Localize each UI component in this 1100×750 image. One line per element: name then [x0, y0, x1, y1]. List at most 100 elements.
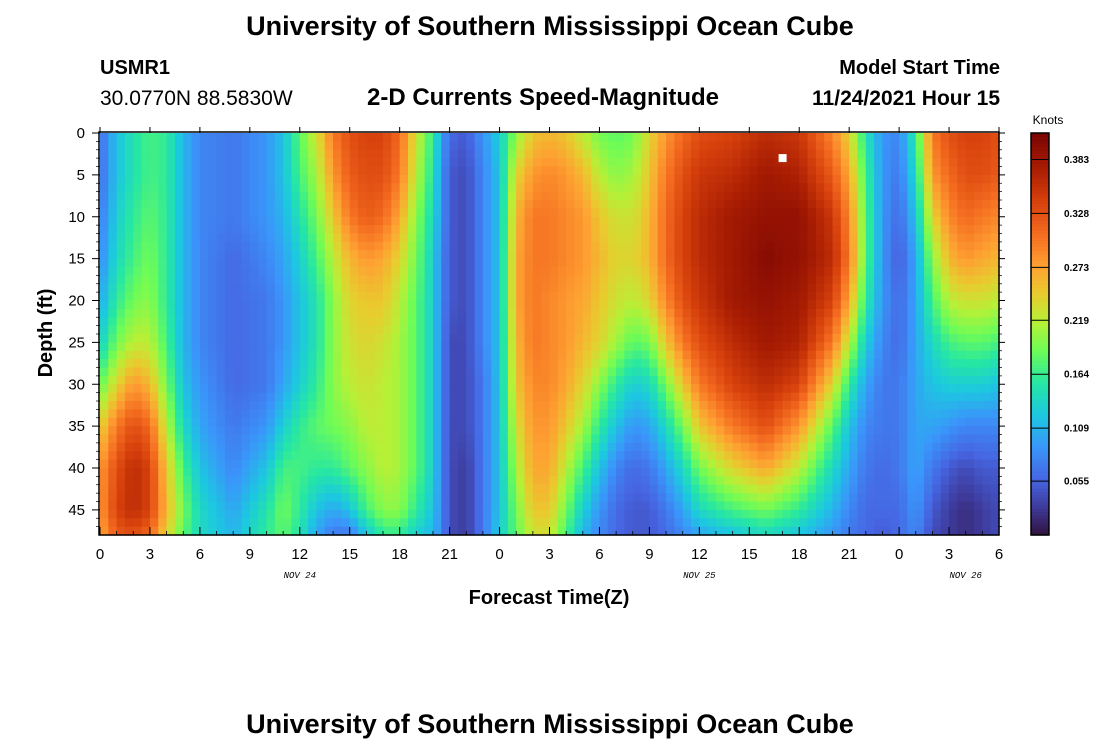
heatmap-cell [249, 325, 259, 335]
heatmap-cell [407, 292, 417, 302]
heatmap-cell [774, 191, 784, 201]
heatmap-cell [749, 325, 759, 335]
heatmap-cell [291, 401, 301, 410]
heatmap-cell [607, 225, 617, 235]
heatmap-cell [499, 392, 509, 402]
heatmap-cell [507, 292, 517, 302]
heatmap-cell [491, 275, 501, 285]
heatmap-cell [940, 518, 950, 528]
heatmap-cell [599, 191, 609, 201]
heatmap-cell [299, 434, 309, 444]
heatmap-cell [649, 526, 659, 536]
heatmap-cell [441, 300, 451, 310]
heatmap-cell [432, 225, 442, 235]
heatmap-cell [757, 350, 767, 360]
heatmap-cell [532, 183, 542, 193]
heatmap-cell [399, 149, 409, 159]
heatmap-cell [865, 451, 875, 461]
heatmap-cell [216, 476, 226, 486]
heatmap-cell [949, 359, 958, 369]
heatmap-cell [574, 350, 584, 360]
heatmap-cell [441, 468, 451, 477]
heatmap-cell [124, 183, 134, 193]
heatmap-cell [815, 359, 825, 369]
heatmap-cell [474, 216, 484, 226]
heatmap-cell [358, 484, 367, 494]
heatmap-cell [874, 133, 884, 142]
heatmap-cell [358, 233, 367, 243]
heatmap-cell [441, 308, 451, 318]
heatmap-cell [441, 283, 451, 293]
heatmap-cell [424, 509, 434, 519]
heatmap-cell [932, 250, 942, 260]
heatmap-cell [732, 518, 742, 528]
heatmap-cell [840, 308, 850, 318]
heatmap-cell [424, 241, 434, 251]
heatmap-cell [383, 409, 392, 419]
heatmap-cell [849, 258, 859, 268]
heatmap-cell [266, 493, 276, 503]
heatmap-cell [599, 375, 609, 385]
heatmap-cell [874, 384, 884, 394]
heatmap-cell [274, 300, 284, 310]
heatmap-cell [632, 141, 642, 151]
heatmap-cell [141, 158, 151, 168]
heatmap-cell [358, 426, 367, 436]
heatmap-cell [524, 141, 534, 151]
heatmap-cell [724, 208, 734, 218]
heatmap-cell [865, 300, 875, 310]
heatmap-cell [740, 300, 750, 310]
heatmap-cell [557, 241, 567, 251]
heatmap-cell [724, 375, 734, 385]
heatmap-cell [740, 451, 750, 461]
heatmap-cell [890, 426, 900, 436]
heatmap-cell [191, 292, 201, 302]
heatmap-cell [782, 484, 792, 494]
heatmap-cell [632, 384, 642, 394]
heatmap-cell [632, 216, 642, 226]
heatmap-cell [233, 484, 243, 494]
heatmap-cell [391, 401, 401, 410]
heatmap-cell [233, 308, 243, 318]
heatmap-cell [840, 216, 850, 226]
heatmap-cell [174, 283, 184, 293]
heatmap-cell [216, 359, 226, 369]
heatmap-cell [774, 476, 784, 486]
heatmap-cell [574, 417, 584, 427]
heatmap-cell [649, 484, 659, 494]
heatmap-cell [849, 509, 859, 519]
heatmap-cell [174, 158, 184, 168]
heatmap-cell [815, 526, 825, 536]
heatmap-cell [790, 451, 800, 461]
heatmap-cell [940, 250, 950, 260]
heatmap-cell [749, 258, 759, 268]
heatmap-cell [882, 501, 892, 511]
heatmap-cell [199, 342, 209, 352]
heatmap-cell [715, 484, 725, 494]
heatmap-cell [308, 183, 318, 193]
heatmap-cell [940, 149, 950, 159]
heatmap-cell [949, 526, 958, 536]
heatmap-cell [890, 275, 900, 285]
heatmap-cell [657, 300, 667, 310]
heatmap-cell [707, 300, 717, 310]
heatmap-cell [607, 158, 617, 168]
heatmap-cell [790, 250, 800, 260]
heatmap-cell [416, 401, 426, 410]
heatmap-cell [199, 325, 209, 335]
heatmap-cell [557, 191, 567, 201]
heatmap-cell [724, 292, 734, 302]
heatmap-cell [474, 141, 484, 151]
heatmap-cell [516, 493, 526, 503]
heatmap-cell [424, 141, 434, 151]
heatmap-cell [108, 434, 118, 444]
heatmap-cell [899, 292, 909, 302]
heatmap-cell [882, 208, 892, 218]
heatmap-cell [524, 275, 534, 285]
heatmap-cell [657, 476, 667, 486]
heatmap-cell [316, 141, 326, 151]
heatmap-cell [324, 208, 334, 218]
heatmap-cell [757, 292, 767, 302]
heatmap-cell [957, 300, 967, 310]
heatmap-cell [366, 518, 376, 528]
